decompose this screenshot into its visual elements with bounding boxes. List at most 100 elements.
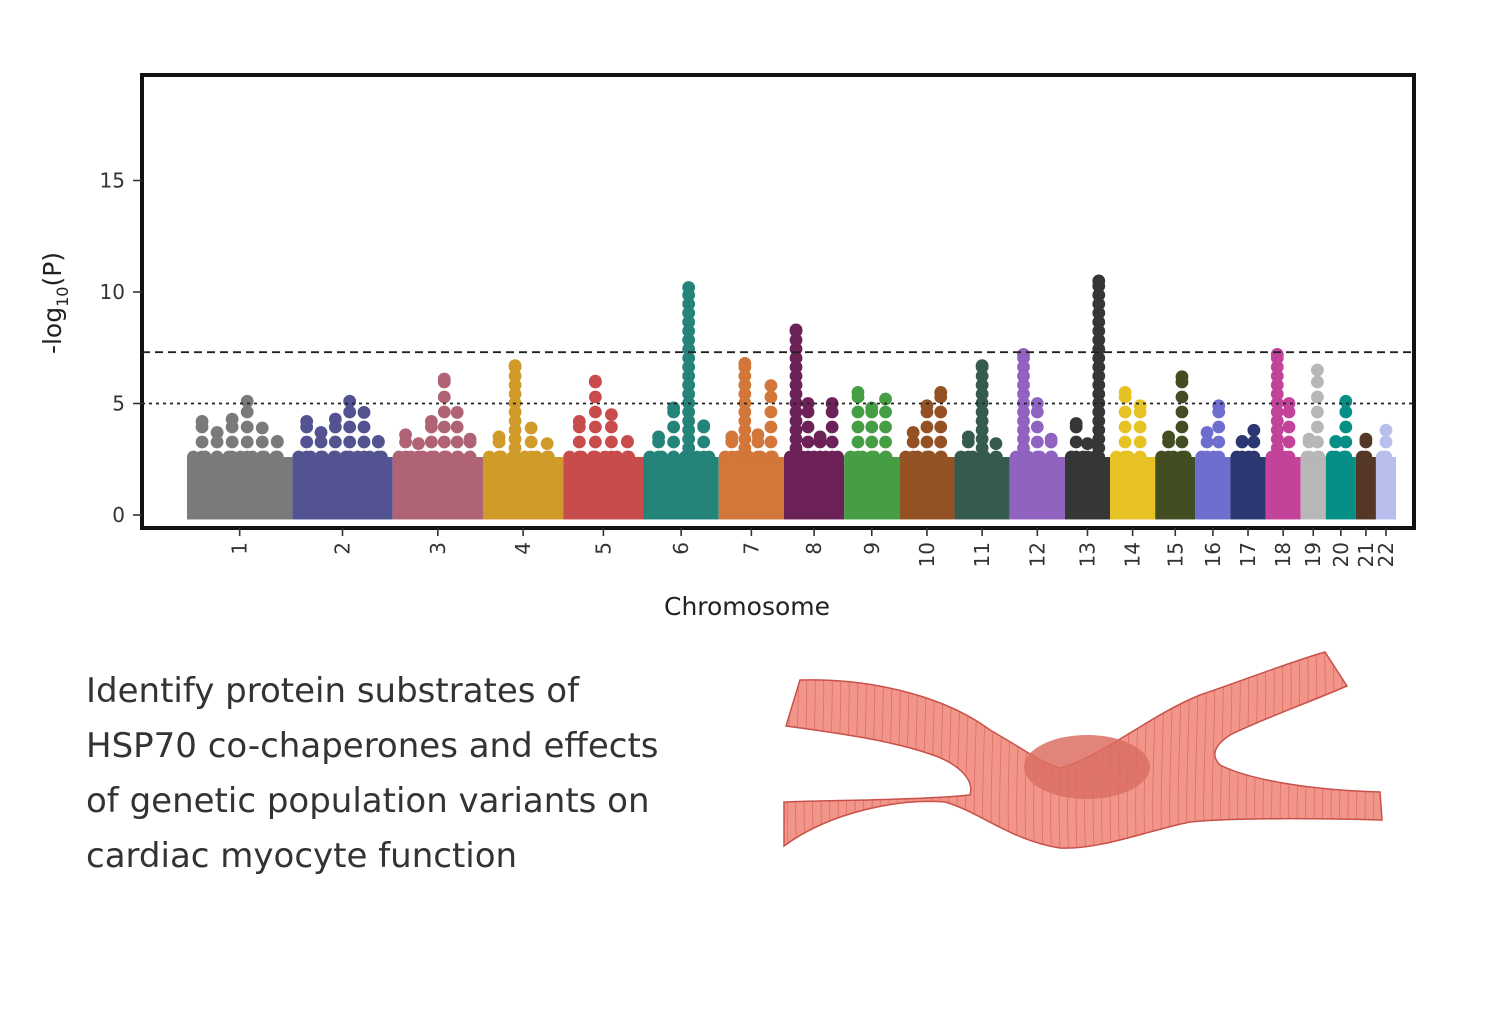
data-point — [879, 450, 892, 464]
data-point — [524, 450, 538, 464]
data-point — [605, 450, 618, 464]
striation-line — [931, 652, 935, 849]
x-tick-label-chr-18: 18 — [1271, 542, 1295, 567]
data-point — [1081, 437, 1094, 451]
data-point — [725, 430, 739, 444]
data-point — [225, 450, 239, 464]
data-point — [1270, 360, 1284, 374]
data-point — [343, 394, 357, 408]
chromosome-10-baseline-snps — [899, 457, 955, 520]
data-point — [1030, 435, 1044, 449]
data-point — [961, 430, 975, 444]
data-point — [1017, 369, 1030, 383]
striation-line — [905, 652, 910, 849]
data-point — [588, 390, 602, 404]
data-point — [682, 378, 696, 392]
data-point — [1247, 435, 1261, 449]
data-point — [801, 420, 815, 434]
chromosome-18-baseline-snps — [1265, 457, 1301, 520]
striation-line — [846, 652, 850, 849]
data-point — [1162, 450, 1175, 464]
data-point — [1212, 435, 1226, 449]
striation-line — [820, 652, 825, 849]
data-point — [314, 435, 328, 449]
data-point — [492, 450, 506, 464]
data-point — [1200, 435, 1214, 449]
data-point — [652, 450, 665, 464]
chromosome-19-points — [1300, 363, 1326, 520]
data-point — [1092, 387, 1106, 401]
data-point — [1092, 351, 1106, 365]
chromosome-14-baseline-snps — [1110, 457, 1156, 520]
data-point — [865, 450, 879, 464]
data-point — [357, 406, 371, 419]
x-tick-label-chr-20: 20 — [1329, 542, 1353, 567]
data-point — [210, 426, 224, 439]
data-point — [1212, 450, 1226, 464]
data-point — [789, 432, 803, 446]
data-point — [825, 420, 839, 434]
data-point — [1311, 390, 1324, 404]
data-point — [255, 450, 269, 464]
data-point — [270, 435, 284, 448]
data-point — [1339, 435, 1353, 449]
data-point — [801, 450, 815, 464]
data-point — [1247, 423, 1261, 437]
data-point — [879, 420, 892, 434]
data-point — [508, 450, 522, 464]
data-point — [667, 420, 681, 434]
manhattan-plot: -log10(P) Chromosome 0 5 10 15 1 2 3 4 5 6 7 8 9 10 11… — [38, 73, 1416, 621]
caption-line-2: HSP70 co-chaperones and effects — [86, 726, 659, 766]
data-point — [961, 450, 975, 464]
striation-line — [863, 652, 867, 849]
data-point — [300, 414, 314, 428]
data-point — [563, 450, 577, 464]
data-point — [1030, 450, 1044, 464]
chromosome-2-baseline-snps — [292, 457, 393, 520]
data-point — [1270, 414, 1284, 428]
data-point — [789, 369, 803, 383]
data-point — [437, 420, 451, 434]
data-point — [1069, 417, 1083, 430]
data-point — [588, 420, 602, 434]
data-point — [682, 315, 696, 329]
points-layer — [187, 274, 1396, 520]
x-tick-label-chr-7: 7 — [739, 542, 763, 555]
x-axis-title: Chromosome — [664, 592, 830, 621]
data-point — [1270, 450, 1284, 464]
data-point — [1017, 387, 1030, 401]
data-point — [508, 405, 522, 419]
striation-line — [939, 652, 944, 849]
chromosome-7-baseline-snps — [718, 457, 784, 520]
data-point — [424, 450, 438, 464]
data-point — [540, 437, 554, 451]
data-point — [1118, 450, 1132, 464]
data-point — [1030, 420, 1044, 434]
data-point — [920, 399, 934, 413]
y-tick-label: 10 — [100, 280, 125, 304]
data-point — [343, 420, 357, 434]
data-point — [1030, 397, 1044, 410]
data-point — [764, 435, 778, 449]
data-point — [424, 414, 438, 428]
data-point — [437, 435, 451, 449]
data-point — [1092, 369, 1106, 383]
data-point — [697, 419, 711, 433]
data-point — [1118, 385, 1132, 399]
chromosome-21-baseline-snps — [1355, 457, 1376, 520]
data-point — [1379, 450, 1393, 464]
data-point — [934, 435, 948, 449]
data-point — [1379, 435, 1393, 449]
data-point — [738, 356, 752, 370]
data-point — [1175, 450, 1189, 464]
chromosome-11-points — [954, 359, 1010, 520]
data-point — [1282, 450, 1296, 464]
data-point — [343, 435, 357, 449]
data-point — [240, 405, 254, 419]
chromosome-17-baseline-snps — [1230, 457, 1266, 520]
data-point — [357, 420, 371, 434]
data-point — [975, 441, 989, 455]
data-point — [1069, 450, 1083, 464]
data-point — [424, 435, 438, 449]
chromosome-11-baseline-snps — [954, 457, 1010, 520]
